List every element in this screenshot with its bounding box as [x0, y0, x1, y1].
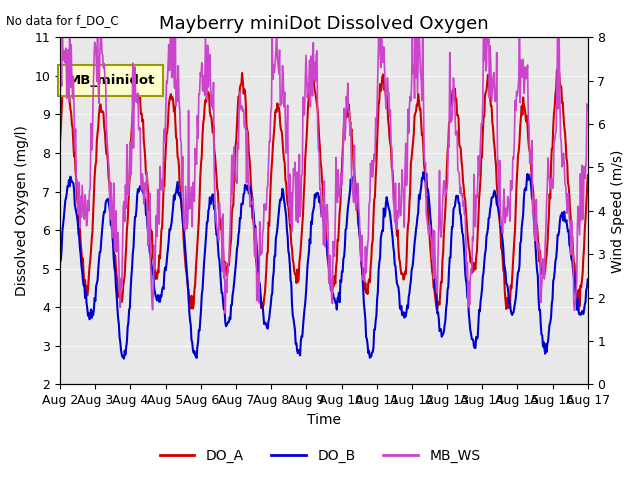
DO_B — [56, 259, 64, 265]
DO_B — [121, 348, 129, 354]
MB_WS — [584, 106, 591, 111]
MB_WS — [121, 218, 129, 224]
X-axis label: Time: Time — [307, 413, 341, 427]
MB_WS — [175, 63, 182, 69]
FancyBboxPatch shape — [58, 65, 163, 96]
DO_B — [175, 191, 182, 196]
MB_WS — [66, 15, 74, 21]
DO_B — [404, 305, 412, 311]
Line: DO_A: DO_A — [60, 68, 588, 309]
DO_A — [173, 154, 181, 159]
DO_B — [120, 356, 128, 361]
DO_B — [66, 183, 74, 189]
Y-axis label: Dissolved Oxygen (mg/l): Dissolved Oxygen (mg/l) — [15, 125, 29, 296]
Y-axis label: Wind Speed (m/s): Wind Speed (m/s) — [611, 149, 625, 273]
MB_WS — [221, 311, 229, 316]
DO_A — [202, 97, 209, 103]
Title: Mayberry miniDot Dissolved Oxygen: Mayberry miniDot Dissolved Oxygen — [159, 15, 489, 33]
Text: No data for f_DO_C: No data for f_DO_C — [6, 14, 119, 27]
Line: MB_WS: MB_WS — [60, 16, 588, 313]
Legend: DO_A, DO_B, MB_WS: DO_A, DO_B, MB_WS — [154, 443, 486, 468]
DO_B — [420, 169, 428, 175]
MB_WS — [405, 130, 413, 136]
MB_WS — [389, 197, 397, 203]
DO_B — [202, 232, 210, 238]
MB_WS — [56, 102, 64, 108]
DO_A — [403, 236, 411, 241]
Text: MB_minidot: MB_minidot — [68, 74, 156, 87]
DO_A — [388, 165, 396, 170]
DO_A — [433, 306, 441, 312]
DO_A — [56, 136, 64, 142]
MB_WS — [93, 13, 101, 19]
DO_B — [584, 276, 591, 282]
DO_A — [554, 65, 562, 71]
DO_A — [66, 99, 74, 105]
Line: DO_B: DO_B — [60, 172, 588, 359]
DO_B — [388, 234, 396, 240]
DO_A — [584, 172, 591, 178]
DO_A — [120, 278, 128, 284]
MB_WS — [202, 65, 210, 71]
